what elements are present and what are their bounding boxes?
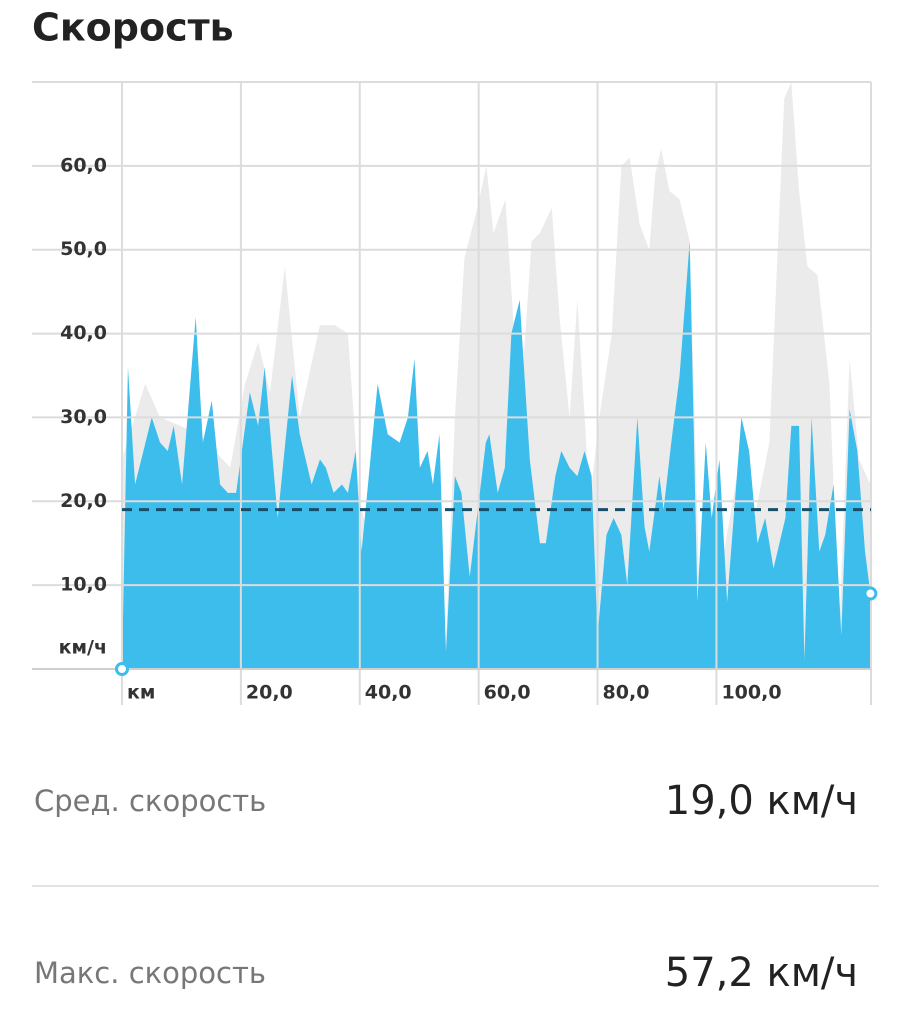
x-tick-label: 20,0 <box>246 682 293 704</box>
y-tick-label: 30,0 <box>60 406 107 428</box>
x-tick-label: 40,0 <box>365 682 412 704</box>
y-tick-label: 40,0 <box>60 322 107 344</box>
y-tick-label: 60,0 <box>60 154 107 176</box>
y-tick-label: 20,0 <box>60 490 107 512</box>
stat-label: Макс. скорость <box>34 956 266 990</box>
y-tick-label: 10,0 <box>60 574 107 596</box>
y-axis-label: км/ч <box>59 637 107 659</box>
stat-value: 19,0 км/ч <box>665 778 858 824</box>
y-tick-label: 50,0 <box>60 238 107 260</box>
stat-value: 57,2 км/ч <box>665 950 858 996</box>
area <box>122 241 871 670</box>
end-point <box>115 662 129 676</box>
end-point <box>863 586 878 601</box>
x-tick-label: 80,0 <box>603 682 650 704</box>
stat-label: Сред. скорость <box>34 784 266 818</box>
title: Скорость <box>32 6 234 50</box>
x-tick-label: 100,0 <box>721 682 781 704</box>
x-tick-label: 60,0 <box>484 682 531 704</box>
x-axis-label: км <box>127 682 155 704</box>
